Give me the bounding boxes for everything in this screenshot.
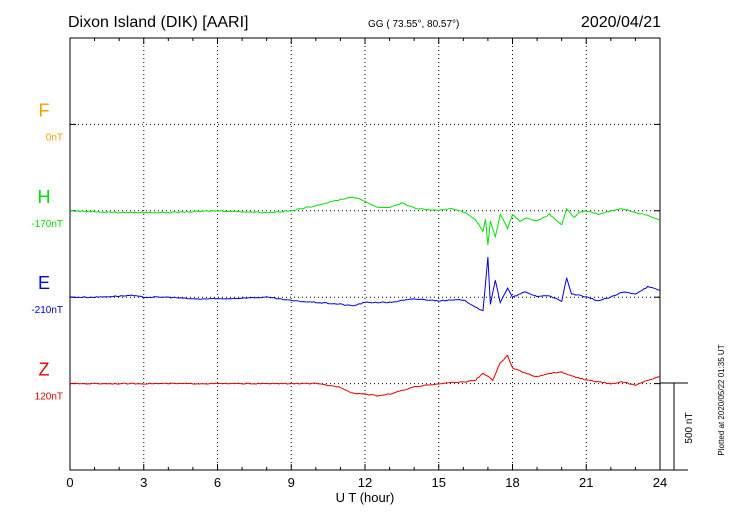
coordinates-label: GG ( 73.55°, 80.57°) (368, 19, 459, 30)
component-baseline-z: 120nT (35, 392, 63, 403)
series-line-e (69, 256, 661, 312)
station-title: Dixon Island (DIK) [AARI] (68, 14, 249, 31)
grid (69, 38, 661, 470)
series-line-h (69, 196, 661, 246)
x-tick-label: 12 (358, 475, 372, 490)
date-label: 2020/04/21 (581, 14, 661, 31)
x-tick-label: 0 (66, 475, 73, 490)
component-label-e: E (38, 273, 50, 293)
scale-bar-label: 500 nT (684, 412, 695, 443)
series-group (69, 196, 661, 397)
x-tick-label: 9 (288, 475, 295, 490)
component-label-f: F (39, 100, 50, 120)
component-baseline-e: -210nT (31, 305, 63, 316)
x-tick-label: 18 (505, 475, 519, 490)
component-label-h: H (38, 187, 51, 207)
x-axis-label: U T (hour) (336, 490, 395, 505)
x-tick-label: 24 (653, 475, 667, 490)
scale-bar: 500 nT (660, 382, 695, 471)
x-tick-label: 6 (214, 475, 221, 490)
x-tick-label: 3 (140, 475, 147, 490)
component-baseline-f: 0nT (46, 132, 63, 143)
x-tick-label: 15 (432, 475, 446, 490)
x-tick-label: 21 (579, 475, 593, 490)
x-ticks: 0 3 6 9 12 15 18 21 24 (66, 475, 667, 490)
component-baseline-h: -170nT (31, 219, 63, 230)
plotted-at-note: Plotted at 2020/05/22 01:35 UT (717, 344, 726, 455)
component-label-z: Z (39, 360, 50, 380)
component-labels: F 0nT H -170nT E -210nT Z 120nT (31, 100, 63, 402)
series-line-z (69, 354, 661, 397)
